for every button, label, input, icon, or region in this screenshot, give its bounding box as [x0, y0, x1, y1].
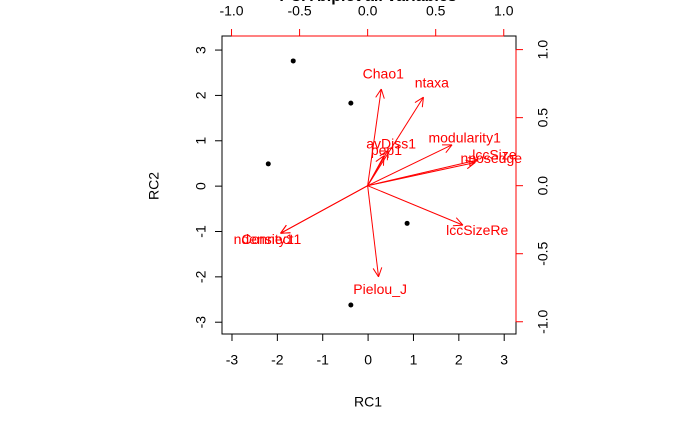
score-point: [348, 100, 354, 106]
arrow-line: [367, 159, 479, 187]
y2-tick-label: 0.0: [535, 176, 551, 196]
loading-label: modularity1: [428, 129, 501, 145]
arrow-line: [469, 159, 479, 167]
x2-tick-label: 0.0: [358, 3, 378, 19]
loading-arrow: [280, 185, 368, 234]
arrow-line: [367, 155, 385, 186]
y-tick-label: -1: [193, 225, 209, 238]
y2-tick-label: 0.5: [535, 108, 551, 128]
arrow-line: [372, 268, 379, 278]
loading-arrow: [367, 185, 464, 227]
y2-tick-label: -1.0: [535, 309, 551, 333]
loading-label: pep1: [371, 142, 402, 158]
arrow-line: [421, 97, 424, 108]
arrow-line: [445, 144, 453, 154]
y2-tick-label: 1.0: [535, 40, 551, 60]
score-point: [404, 220, 410, 226]
loading-label: ntaxa: [415, 75, 449, 91]
loading-arrow: [367, 185, 383, 278]
arrow-line: [367, 88, 382, 186]
arrow-line: [280, 224, 287, 234]
x2-tick-label: -0.5: [288, 3, 312, 19]
score-point: [348, 302, 354, 308]
arrow-line: [375, 88, 382, 98]
loading-label: density1: [241, 231, 293, 247]
loading-arrow: [367, 96, 424, 186]
arrow-line: [452, 224, 463, 227]
x-tick-label: -1: [316, 352, 329, 368]
y-tick-label: -3: [193, 316, 209, 329]
x-tick-label: 2: [455, 352, 463, 368]
x2-tick-label: -1.0: [219, 3, 243, 19]
loading-label: avDiss1: [366, 136, 416, 152]
arrow-line: [378, 267, 383, 278]
arrow-line: [455, 217, 464, 226]
loading-label: nConnect1: [234, 231, 302, 247]
chart-title: PCA biplot all variables: [279, 0, 456, 5]
loading-label: lccSizeRe: [446, 222, 508, 238]
arrow-line: [367, 96, 424, 186]
x2-tick-label: 0.5: [426, 3, 446, 19]
arrow-line: [414, 96, 424, 103]
y-tick-label: 2: [193, 91, 209, 99]
y-axis-label: RC2: [146, 172, 162, 200]
y-tick-label: 1: [193, 137, 209, 145]
arrow-line: [367, 185, 464, 226]
x-tick-label: 0: [364, 352, 372, 368]
loading-label: Pielou_J: [353, 281, 407, 297]
arrow-line: [375, 155, 385, 162]
arrow-line: [367, 144, 453, 187]
arrow-line: [367, 185, 380, 277]
loading-arrow: [367, 155, 385, 186]
y-tick-label: 3: [193, 46, 209, 54]
loading-arrow: [367, 157, 479, 187]
x2-tick-label: 1.0: [494, 3, 514, 19]
arrow-line: [386, 150, 389, 161]
loading-label: lccSize: [472, 147, 517, 163]
score-point: [290, 58, 296, 64]
x-axis-label: RC1: [354, 394, 382, 410]
score-point: [265, 161, 271, 167]
loading-arrow: [367, 144, 453, 187]
x-tick-label: -2: [271, 352, 284, 368]
arrow-line: [280, 185, 368, 234]
y-tick-label: 0: [193, 182, 209, 190]
arrow-line: [468, 157, 478, 161]
arrow-line: [280, 232, 291, 234]
arrow-line: [379, 149, 389, 157]
y2-tick-label: -0.5: [535, 241, 551, 265]
x-tick-label: 3: [500, 352, 508, 368]
x-tick-label: -3: [226, 352, 239, 368]
y-tick-label: -2: [193, 270, 209, 283]
arrow-line: [380, 88, 385, 99]
loading-label: Chao1: [363, 65, 404, 81]
loading-arrow: [367, 88, 385, 186]
x-tick-label: 1: [410, 352, 418, 368]
